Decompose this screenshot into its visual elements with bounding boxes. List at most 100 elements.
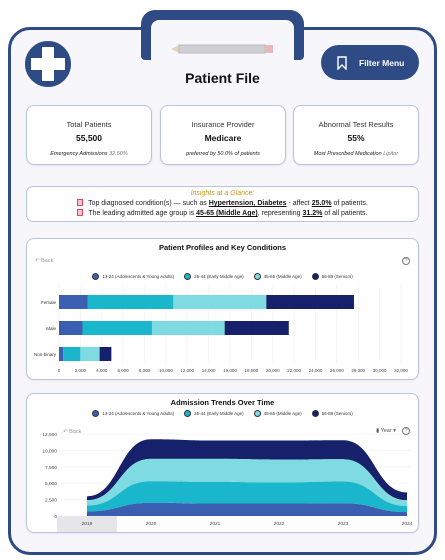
bar-segment-female-25-44[interactable] (87, 295, 174, 309)
x-tick-label: 2,000 (75, 368, 87, 373)
x-tick-label: 22,000 (287, 368, 301, 373)
y-tick-label: 7,500 (45, 465, 57, 471)
chart-title: Admission Trends Over Time (170, 398, 275, 407)
help-icon[interactable]: ? (402, 427, 410, 435)
kpi-label: Total Patients (66, 120, 112, 129)
insight-highlight: 31.2% (302, 210, 323, 217)
kpi-label: Insurance Provider (191, 120, 255, 129)
area-series-66-89[interactable] (87, 439, 407, 501)
bar-segment-male-45-65[interactable] (151, 321, 225, 335)
x-tick-label: 14,000 (202, 368, 216, 373)
legend-item-13-24-adolescents-young-adults[interactable]: 13-24 (Adolescents & Young Adults) (92, 410, 174, 417)
x-tick-label: 12,000 (180, 368, 194, 373)
kpi-card-total-patients: Total Patients 55,500 Emergency Admissio… (26, 105, 152, 165)
x-tick-label: 2019 (82, 521, 93, 527)
legend-label: 45-65 (Middle Age) (263, 274, 302, 279)
legend-item-13-24-adolescents-young-adults[interactable]: 13-24 (Adolescents & Young Adults) (92, 273, 174, 280)
y-tick-label: 5,000 (45, 481, 57, 487)
bar-segment-female-45-65[interactable] (173, 295, 267, 309)
legend-swatch (311, 273, 319, 280)
bar-segment-male-13-24[interactable] (59, 321, 83, 335)
insights-panel: Insights at a Glance: Top diagnosed cond… (26, 186, 419, 222)
bar-segment-female-13-24[interactable] (59, 295, 88, 309)
x-tick-label: 8,000 (139, 368, 151, 373)
bar-segment-male-25-44[interactable] (82, 321, 152, 335)
admission-trends-panel: Admission Trends Over Time 13-24 (Adoles… (26, 393, 419, 533)
x-tick-label: 32,000 (394, 368, 408, 373)
x-tick-label: 16,000 (223, 368, 237, 373)
stacked-area-chart: 0 2,500 5,000 7,500 10,000 12,500 2019 2020 2021… (42, 432, 413, 532)
legend-swatch (92, 410, 100, 417)
bar-segment-non-binary-13-24[interactable] (59, 347, 64, 361)
legend-item-25-44-early-middle-age[interactable]: 25-44 (Early Middle Age) (184, 410, 244, 417)
legend-item-66-89-seniors[interactable]: 66-89 (Seniors) (311, 273, 353, 280)
x-tick-label: 24,000 (309, 368, 323, 373)
insight-text: - affect (288, 200, 310, 207)
kpi-sub: preferred by 50.0% of patients (161, 151, 285, 157)
legend-item-66-89-seniors[interactable]: 66-89 (Seniors) (311, 410, 353, 417)
back-button[interactable]: ↶ Back (35, 258, 54, 264)
legend-item-45-65-middle-age[interactable]: 45-65 (Middle Age) (253, 273, 302, 280)
x-tick-label: 20,000 (266, 368, 280, 373)
bar-segment-non-binary-45-65[interactable] (80, 347, 100, 361)
kpi-value: 55,500 (76, 133, 102, 143)
insight-text: of patients. (333, 200, 368, 207)
x-tick-label: 10,000 (159, 368, 173, 373)
bar-segment-male-66-89[interactable] (224, 321, 289, 335)
chart-title: Patient Profiles and Key Conditions (158, 243, 287, 252)
back-button[interactable]: ↶ Back (63, 429, 82, 435)
drill-year-control[interactable]: ▮ Year ▾ (376, 428, 396, 434)
bar-segment-non-binary-66-89[interactable] (99, 347, 112, 361)
filter-menu-label: Filter Menu (359, 57, 405, 68)
legend-swatch (184, 410, 192, 417)
area-series-45-65[interactable] (87, 458, 407, 507)
y-tick-label: 10,000 (42, 448, 57, 454)
x-tick-label: 2023 (338, 521, 349, 527)
bar-segment-female-66-89[interactable] (266, 295, 354, 309)
x-tick-label: 18,000 (244, 368, 258, 373)
x-tick-label: 28,000 (351, 368, 365, 373)
legend-swatch (311, 410, 319, 417)
filter-menu-button[interactable]: Filter Menu (321, 45, 419, 80)
kpi-value: 55% (347, 133, 365, 143)
insight-text: of all patients. (324, 210, 368, 217)
y-tick-label: 2,500 (45, 498, 57, 504)
y-tick-label: 0 (54, 514, 57, 520)
legend-label: 25-44 (Early Middle Age) (194, 274, 244, 279)
legend-label: 13-24 (Adolescents & Young Adults) (102, 411, 175, 416)
kpi-card-abnormal-results: Abnormal Test Results 55% Most Prescribe… (293, 105, 419, 165)
back-label: Back (41, 258, 54, 264)
insight-highlight: Hypertension, Diabetes (208, 200, 287, 207)
kpi-sub-value: Lipitor (383, 151, 399, 157)
kpi-value: Medicare (204, 133, 242, 143)
y-category-label: Non-binary (34, 352, 57, 357)
legend-label: 66-89 (Seniors) (321, 274, 353, 279)
legend-swatch (253, 273, 261, 280)
selected-period-highlight (57, 516, 117, 532)
insight-highlight: 45-65 (Middle Age) (196, 210, 258, 217)
insight-text: Top diagnosed condition(s) — such as (88, 200, 207, 207)
legend-label: 25-44 (Early Middle Age) (194, 411, 244, 416)
legend-label: 45-65 (Middle Age) (263, 411, 302, 416)
note-icon (77, 199, 84, 206)
x-tick-label: 2021 (210, 521, 221, 527)
kpi-sub: Most Prescribed Medication Lipitor (294, 151, 418, 157)
help-icon[interactable]: ? (402, 257, 410, 265)
insights-line-2: The leading admitted age group is 45-65 … (27, 209, 418, 217)
x-tick-label: 2022 (274, 521, 285, 527)
legend-item-25-44-early-middle-age[interactable]: 25-44 (Early Middle Age) (184, 273, 244, 280)
area-series-13-24[interactable] (87, 502, 407, 516)
x-tick-label: 4,000 (96, 368, 108, 373)
insight-text: The leading admitted age group is (88, 210, 195, 217)
kpi-card-insurance: Insurance Provider Medicare preferred by… (160, 105, 286, 165)
x-tick-label: 2024 (402, 521, 413, 527)
back-label: Back (69, 429, 82, 435)
bar-segment-non-binary-25-44[interactable] (63, 347, 81, 361)
drill-label: Year (380, 428, 392, 434)
chart-legend: 13-24 (Adolescents & Young Adults) 25-44 … (27, 273, 418, 280)
legend-swatch (184, 273, 192, 280)
x-tick-label: 2020 (146, 521, 157, 527)
legend-item-45-65-middle-age[interactable]: 45-65 (Middle Age) (253, 410, 302, 417)
area-series-25-44[interactable] (87, 481, 407, 513)
y-category-label: Male (46, 326, 56, 331)
